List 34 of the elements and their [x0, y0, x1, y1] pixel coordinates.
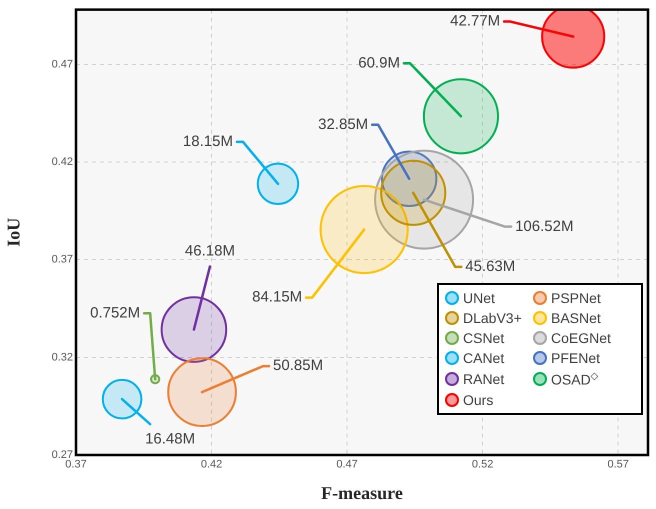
x-tick-label: 0.47 [336, 458, 358, 471]
annotation: 0.752M [90, 304, 140, 322]
annotation: 84.15M [252, 288, 302, 306]
legend-label: PFENet [551, 350, 600, 366]
annotation: 45.63M [465, 258, 516, 275]
legend-label: UNet [463, 290, 495, 306]
legend-label: PSPNet [551, 290, 601, 306]
y-tick-label: 0.32 [52, 351, 73, 364]
legend-label: CoEGNet [551, 330, 611, 346]
legend-label: CSNet [463, 330, 504, 346]
legend-label: CANet [463, 350, 504, 366]
y-tick-label: 0.47 [52, 58, 73, 70]
x-tick-label: 0.37 [65, 458, 87, 471]
annotation: 16.48M [145, 430, 196, 448]
legend-label: BASNet [551, 310, 601, 326]
x-axis-title: F-measure [321, 482, 403, 503]
y-axis-title: IoU [3, 218, 24, 247]
legend-label: RANet [463, 370, 504, 387]
annotation: 42.77M [450, 12, 500, 30]
legend-label: DLabV3+ [463, 310, 522, 326]
annotation: 32.85M [318, 116, 368, 133]
legend-label: Ours [463, 392, 494, 408]
annotation: 18.15M [182, 132, 233, 150]
y-tick-label: 0.27 [52, 449, 73, 462]
y-tick-label: 0.42 [52, 156, 73, 168]
x-tick-label: 0.57 [607, 458, 629, 471]
y-tick-label: 0.37 [52, 254, 73, 266]
annotation: 60.9M [358, 54, 400, 72]
annotation: 106.52M [515, 218, 574, 235]
legend-label: OSAD$^{◇}$ [551, 370, 599, 388]
annotation: 50.85M [273, 357, 324, 374]
annotation: 46.18M [184, 242, 235, 260]
x-tick-label: 0.42 [200, 458, 222, 471]
x-tick-label: 0.52 [472, 458, 494, 471]
